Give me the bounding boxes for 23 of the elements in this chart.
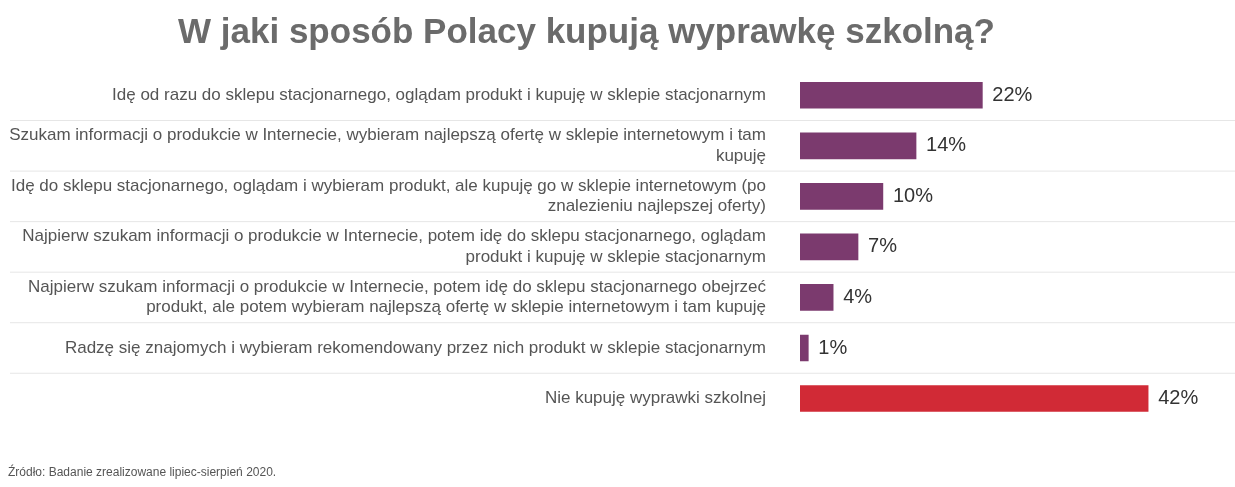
- y-tick-label: Najpierw szukam informacji o produkcie w Internecie, potem idę do sklepu stacjonarnego obejrzeć produkt, ale potem wybieram najlepszą ofertę w sklepie internetowym i tam kupuję: [28, 276, 767, 317]
- bar: [800, 385, 1149, 412]
- data-label: 14%: [926, 133, 967, 156]
- y-tick-label: Idę do sklepu stacjonarnego, oglądam i wybieram produkt, ale kupuję go w sklepie internetowym (po znalezieniu najlepszej oferty): [10, 175, 766, 216]
- bar: [800, 132, 917, 160]
- y-tick-label: Najpierw szukam informacji o produkcie w Internecie, potem idę do sklepu stacjonarnego, oglądam produkt i kupuję w sklepie stacjonarnym: [22, 226, 766, 266]
- bar: [800, 284, 834, 311]
- data-label: 4%: [843, 284, 873, 307]
- y-tick-label: Szukam informacji o produkcie w Internecie, wybieram najlepszą ofertę w sklepie internetowym i tam kupuję: [9, 125, 766, 165]
- bar: [800, 81, 983, 109]
- data-label: 1%: [818, 335, 848, 358]
- data-label: 7%: [868, 234, 898, 257]
- bar: [800, 183, 884, 210]
- data-label: 42%: [1158, 386, 1199, 409]
- text: Źródło: Badanie zrealizowane lipiec-sierpień 2020.: [8, 465, 277, 479]
- chart-title: W jaki sposób Polacy kupują wyprawkę szkolną?: [178, 10, 995, 50]
- y-tick-label: Nie kupuję wyprawki szkolnej: [544, 388, 766, 408]
- data-label: 10%: [892, 183, 934, 206]
- bar: [800, 233, 859, 261]
- y-tick-label: Idę od razu do sklepu stacjonarnego, oglądam produkt i kupuję w sklepie stacjonarnym: [112, 84, 766, 104]
- y-tick-label: Radzę się znajomych i wybieram rekomendowany przez nich produkt w sklepie stacjonarnym: [64, 337, 766, 357]
- bar: [800, 334, 809, 362]
- data-label: 22%: [992, 82, 1033, 105]
